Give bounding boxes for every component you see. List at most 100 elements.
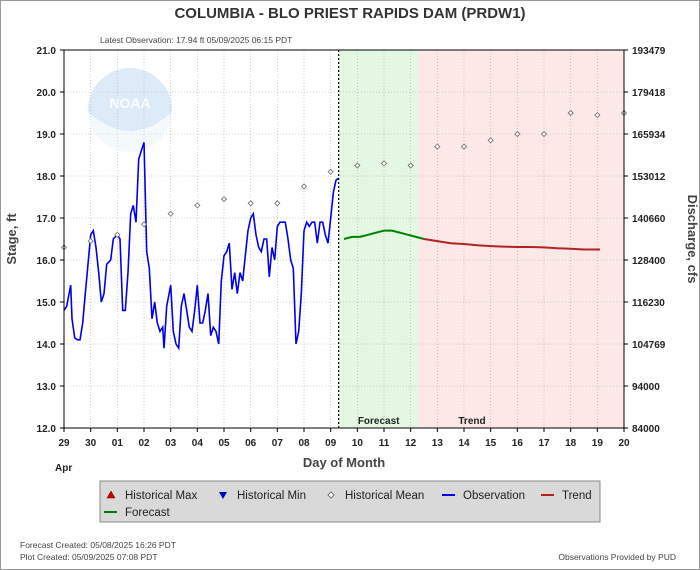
y2-tick-label: 140660: [632, 214, 666, 225]
x-tick-label: 18: [565, 438, 577, 449]
y-tick-label: 20.0: [37, 88, 57, 99]
x-tick-label: 08: [298, 438, 310, 449]
legend-item-historical-max: Historical Max: [106, 490, 197, 502]
legend-label: Historical Min: [237, 490, 306, 502]
x-tick-label: 15: [485, 438, 497, 449]
y-tick-label: 17.0: [37, 214, 57, 225]
historical-mean-point: [514, 130, 521, 138]
y-tick-label: 13.0: [37, 382, 57, 393]
x-tick-label: 29: [58, 438, 70, 449]
shaded-regions: Forecast Trend: [338, 50, 624, 428]
y-tick-label: 14.0: [37, 340, 57, 351]
x-tick-label: 09: [325, 438, 337, 449]
y2-tick-label: 179418: [632, 88, 666, 99]
y2-tick-label: 128400: [632, 256, 666, 267]
x-tick-label: 20: [618, 438, 630, 449]
legend-label: Historical Mean: [345, 490, 424, 502]
forecast-line: [343, 229, 425, 240]
legend-label: Trend: [562, 490, 592, 502]
y-axis-label: Stage, ft: [4, 213, 19, 265]
x-tick-label: 04: [192, 438, 204, 449]
y-tick-label: 16.0: [37, 256, 57, 267]
historical-mean-point: [354, 162, 361, 169]
observation-line: [63, 142, 340, 351]
noaa-logo: NOAA: [88, 68, 172, 154]
x-tick-label: 03: [165, 438, 177, 449]
x-tick-label: 17: [538, 438, 550, 449]
legend-box: [99, 480, 601, 523]
y2-tick-label: 94000: [632, 382, 660, 393]
x-tick-label: 01: [112, 438, 124, 449]
x-tick-label: 11: [379, 438, 390, 449]
y2-tick-label: 153012: [632, 172, 666, 183]
forecast-created: Forecast Created: 05/08/2025 16:26 PDT: [20, 540, 176, 550]
historical-mean-point: [140, 221, 148, 228]
y2-tick-label: 165934: [632, 130, 666, 141]
historical-mean-point: [274, 200, 281, 207]
historical-mean-point: [167, 210, 174, 217]
legend-item-observation: Observation: [442, 490, 525, 502]
historical-mean-point: [434, 143, 441, 150]
noaa-logo-text: NOAA: [109, 95, 150, 111]
historical-mean-point: [567, 109, 574, 117]
diamond-icon: [327, 491, 335, 499]
x-tick-label: 07: [272, 438, 284, 449]
y2-tick-label: 104769: [632, 340, 666, 351]
x-tick-label: 30: [85, 438, 97, 449]
x-tick-label: 19: [592, 438, 604, 449]
legend-label: Forecast: [125, 507, 171, 519]
historical-mean-point: [220, 195, 228, 203]
y2-axis-label: Discharge, cfs: [685, 195, 700, 284]
historical-mean-point: [540, 130, 548, 138]
legend-item-historical-mean: Historical Mean: [327, 490, 424, 502]
x-tick-label: 16: [512, 438, 524, 449]
y-tick-label: 19.0: [37, 130, 57, 141]
y-axis-ticks: 12.0 13.0 14.0 15.0 16.0 17.0 18.0 19.0 20.0 21.0: [37, 46, 64, 435]
forecast-region: [338, 50, 419, 428]
historical-mean-point: [594, 111, 601, 119]
chart-title: COLUMBIA - BLO PRIEST RAPIDS DAM (PRDW1): [174, 5, 525, 22]
forecast-region-label: Forecast: [358, 416, 400, 427]
historical-mean-point: [407, 162, 414, 169]
historical-mean-point: [460, 143, 468, 150]
x-tick-label: 12: [405, 438, 417, 449]
historical-mean-point: [487, 137, 494, 144]
y-tick-label: 12.0: [37, 424, 57, 435]
y2-tick-label: 193479: [632, 46, 666, 57]
y2-tick-label: 116230: [632, 298, 665, 309]
plot-border: [63, 49, 625, 429]
y2-tick-label: 84000: [632, 424, 660, 435]
legend-item-forecast: Forecast: [104, 507, 171, 519]
x-axis-label: Day of Month: [303, 455, 385, 470]
data-provider: Observations Provided by PUD: [558, 552, 676, 562]
x-tick-label: 10: [352, 438, 364, 449]
y2-axis-ticks: 84000 94000 104769 116230 128400 140660 153012…: [624, 46, 666, 435]
x-tick-label: 05: [218, 438, 230, 449]
historical-mean-point: [114, 231, 121, 238]
historical-mean-point: [194, 202, 201, 209]
trend-region-label: Trend: [458, 416, 485, 427]
historical-mean-point: [327, 168, 334, 175]
trend-line: [423, 238, 600, 251]
x-month-label: Apr: [55, 463, 72, 474]
historical-mean-point: [380, 160, 388, 167]
series-layer: [60, 109, 628, 351]
legend-item-trend: Trend: [541, 490, 592, 502]
triangle-up-icon: [106, 490, 116, 499]
x-tick-label: 13: [432, 438, 444, 449]
y-tick-label: 18.0: [37, 172, 57, 183]
x-tick-label: 14: [458, 438, 470, 449]
legend-label: Observation: [463, 490, 525, 502]
legend: Historical Max Historical Min Historical M…: [99, 480, 601, 523]
x-axis-ticks: 29 30 01 02 03 04 05 06 07 08 09 10 11 12 13 14 15 16 17 18…: [58, 428, 630, 449]
triangle-down-icon: [219, 492, 227, 499]
plot-created: Plot Created: 05/09/2025 07:08 PDT: [20, 552, 158, 562]
latest-observation: Latest Observation: 17.94 ft 05/09/2025 …: [100, 35, 292, 45]
legend-item-historical-min: Historical Min: [219, 490, 306, 502]
y-tick-label: 15.0: [37, 298, 57, 309]
historical-mean-point: [247, 200, 254, 207]
legend-label: Historical Max: [125, 490, 197, 502]
y-tick-label: 21.0: [37, 46, 57, 57]
x-tick-label: 02: [138, 438, 150, 449]
